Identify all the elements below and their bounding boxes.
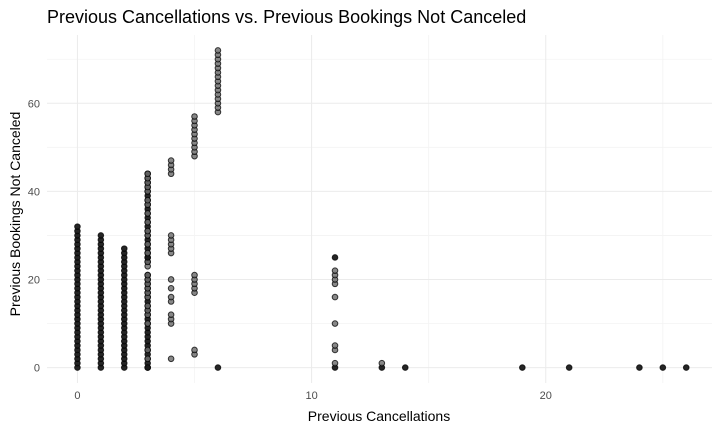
scatter-point (144, 240, 151, 248)
scatter-point (191, 346, 198, 354)
scatter-point (167, 355, 175, 363)
scatter-point (331, 359, 339, 367)
scatter-point (519, 364, 526, 371)
scatter-point (144, 302, 151, 310)
scatter-point (74, 223, 81, 230)
x-tick-label: 20 (540, 390, 552, 402)
scatter-point (167, 232, 175, 239)
x-tick-label: 10 (305, 390, 317, 402)
scatter-point (167, 311, 175, 319)
scatter-point (144, 227, 151, 235)
y-tick-label: 20 (28, 274, 40, 286)
scatter-point (144, 355, 151, 363)
x-axis-ticks: 0 10 20 (74, 390, 551, 402)
x-axis-title: Previous Cancellations (308, 408, 450, 424)
chart-title: Previous Cancellations vs. Previous Book… (47, 7, 526, 27)
y-tick-label: 0 (34, 363, 40, 375)
scatter-point (682, 364, 690, 371)
scatter-point (144, 249, 151, 257)
scatter-point (144, 271, 151, 279)
scatter-point (144, 364, 151, 371)
y-axis-title: Previous Bookings Not Canceled (7, 112, 23, 317)
scatter-point (331, 293, 339, 301)
scatter-point (167, 284, 175, 292)
scatter-point (191, 113, 198, 120)
scatter-point (144, 320, 151, 327)
scatter-point (331, 342, 339, 349)
scatter-point (378, 359, 386, 367)
scatter-point (565, 364, 573, 371)
scatter-point (167, 276, 175, 283)
scatter-point (144, 170, 151, 178)
scatter-point (144, 346, 151, 354)
scatter-point (167, 293, 175, 301)
scatter-point (144, 218, 151, 226)
scatter-point (401, 364, 409, 371)
scatter-points (74, 47, 690, 371)
scatter-point (144, 210, 151, 217)
major-gridlines (47, 35, 712, 383)
scatter-point (331, 267, 339, 274)
scatter-point (191, 271, 198, 279)
y-axis-ticks: 0 20 40 60 (28, 98, 40, 374)
scatter-point (659, 364, 667, 371)
scatter-point (636, 364, 643, 371)
scatter-point (120, 245, 128, 252)
scatter-point (214, 47, 222, 54)
y-tick-label: 60 (28, 98, 40, 110)
minor-gridlines (47, 35, 712, 383)
x-tick-label: 0 (74, 390, 80, 402)
scatter-point (331, 254, 339, 261)
y-tick-label: 40 (28, 186, 40, 198)
scatter-point (331, 320, 339, 327)
scatter-point (214, 364, 222, 371)
scatter-point (97, 232, 105, 239)
scatter-point (144, 196, 151, 204)
scatter-point (167, 157, 175, 164)
